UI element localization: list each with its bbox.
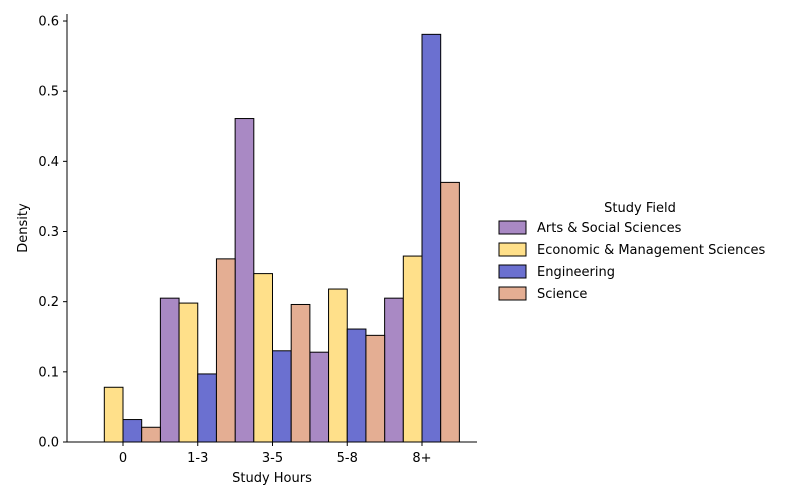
bar-economic-management-sciences-5-8: [328, 288, 348, 443]
bar-arts-social-sciences-3-5: [234, 118, 255, 443]
bar-science-0: [141, 426, 161, 443]
x-tick-label: 0: [119, 451, 127, 466]
legend-label: Arts & Social Sciences: [537, 221, 682, 236]
bar-science-3-5: [290, 303, 311, 443]
x-ticks: 0 1-3 3-5 5-8 8+: [119, 442, 432, 466]
bar-engineering-3-5: [272, 350, 292, 443]
y-tick-label: 0.2: [38, 295, 59, 310]
y-tick-label: 0.6: [38, 15, 59, 30]
legend-swatch: [498, 220, 527, 235]
y-tick-label: 0.4: [38, 155, 59, 170]
bar-economic-management-sciences-0: [103, 386, 124, 443]
bar-economic-management-sciences-3-5: [253, 273, 273, 443]
x-tick-label: 8+: [412, 451, 431, 466]
y-tick-label: 0.3: [38, 225, 59, 240]
bars-layer: [103, 33, 460, 443]
bar-engineering-0: [122, 419, 143, 443]
bar-science-8+: [440, 181, 460, 443]
bar-science-5-8: [365, 334, 386, 443]
y-axis-label: Density: [16, 203, 31, 253]
legend: Study Field Arts & Social Sciences Econom…: [498, 201, 765, 302]
bar-arts-social-sciences-8+: [384, 297, 404, 443]
y-tick-label: 0.0: [38, 436, 59, 451]
x-axis-label: Study Hours: [232, 471, 312, 486]
y-tick-label: 0.5: [38, 85, 59, 100]
legend-items: Arts & Social Sciences Economic & Managem…: [498, 220, 765, 302]
legend-label: Engineering: [537, 265, 615, 280]
legend-swatch: [498, 242, 527, 257]
x-tick-label: 5-8: [337, 451, 358, 466]
legend-title: Study Field: [604, 201, 676, 216]
bar-arts-social-sciences-5-8: [309, 351, 330, 443]
legend-swatch: [498, 286, 527, 301]
bar-economic-management-sciences-8+: [402, 255, 423, 443]
bar-economic-management-sciences-1-3: [178, 302, 199, 443]
bar-engineering-1-3: [197, 373, 217, 443]
legend-swatch: [498, 264, 527, 279]
y-ticks: 0.0 0.1 0.2 0.3 0.4 0.5 0.6: [38, 15, 67, 451]
bar-arts-social-sciences-1-3: [159, 297, 180, 443]
bar-engineering-8+: [421, 33, 442, 443]
y-tick-label: 0.1: [38, 365, 59, 380]
bar-science-1-3: [215, 258, 236, 443]
x-tick-label: 3-5: [262, 451, 283, 466]
bar-engineering-5-8: [346, 328, 367, 443]
legend-label: Economic & Management Sciences: [537, 243, 765, 258]
legend-label: Science: [537, 287, 587, 302]
axes-layer: 0.0 0.1 0.2 0.3 0.4 0.5 0.6 0 1-3 3-5 5-8 8+ Study…: [16, 14, 477, 486]
x-tick-label: 1-3: [187, 451, 208, 466]
